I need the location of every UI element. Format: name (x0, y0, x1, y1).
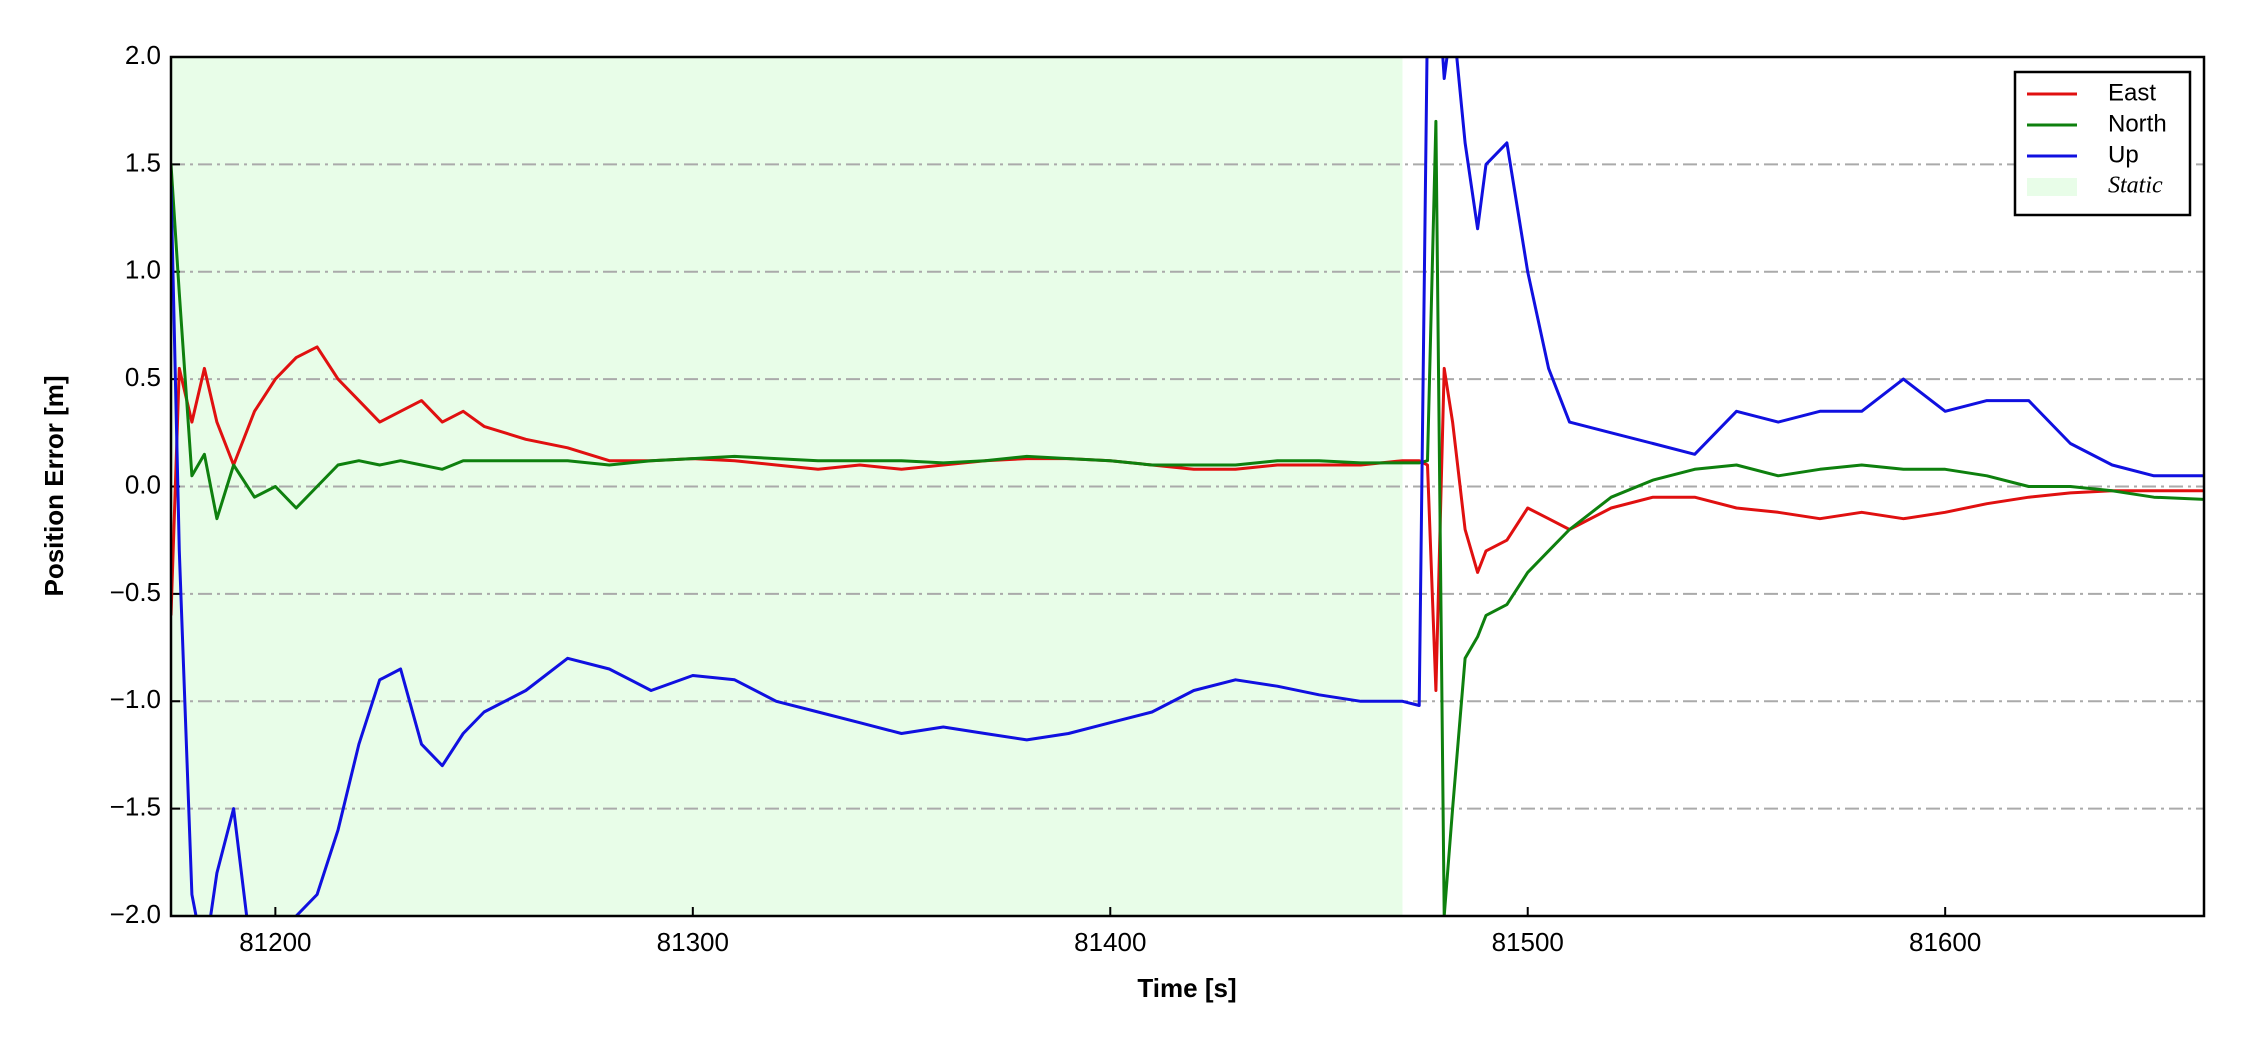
plot-frame (169, 55, 2206, 918)
y-tick-label: −1.5 (110, 792, 161, 822)
x-tick-label: 81600 (1909, 927, 1981, 957)
y-tick-label: −1.0 (110, 684, 161, 714)
legend-label: East (2108, 79, 2156, 106)
y-tick-label: −2.0 (110, 899, 161, 929)
y-tick-label: 1.0 (125, 255, 161, 285)
x-tick-label: 81400 (1074, 927, 1146, 957)
x-tick-label: 81500 (1492, 927, 1564, 957)
x-tick-label: 81300 (657, 927, 729, 957)
legend-label: Up (2108, 141, 2139, 168)
legend-swatch (2027, 178, 2077, 196)
y-axis-title: Position Error [m] (39, 375, 69, 596)
x-tick-label: 81200 (239, 927, 311, 957)
plot-lines (171, 57, 2204, 916)
y-tick-label: 1.5 (125, 147, 161, 177)
legend-label: North (2108, 110, 2167, 137)
legend-label: Static (2108, 173, 2163, 199)
y-tick-label: 0.5 (125, 362, 161, 392)
y-tick-label: 0.0 (125, 469, 161, 499)
x-axis-title: Time [s] (1137, 973, 1236, 1003)
series-line (171, 119, 2204, 916)
y-tick-label: 2.0 (125, 40, 161, 70)
series-line (171, 57, 2204, 916)
y-tick-label: −0.5 (110, 577, 161, 607)
